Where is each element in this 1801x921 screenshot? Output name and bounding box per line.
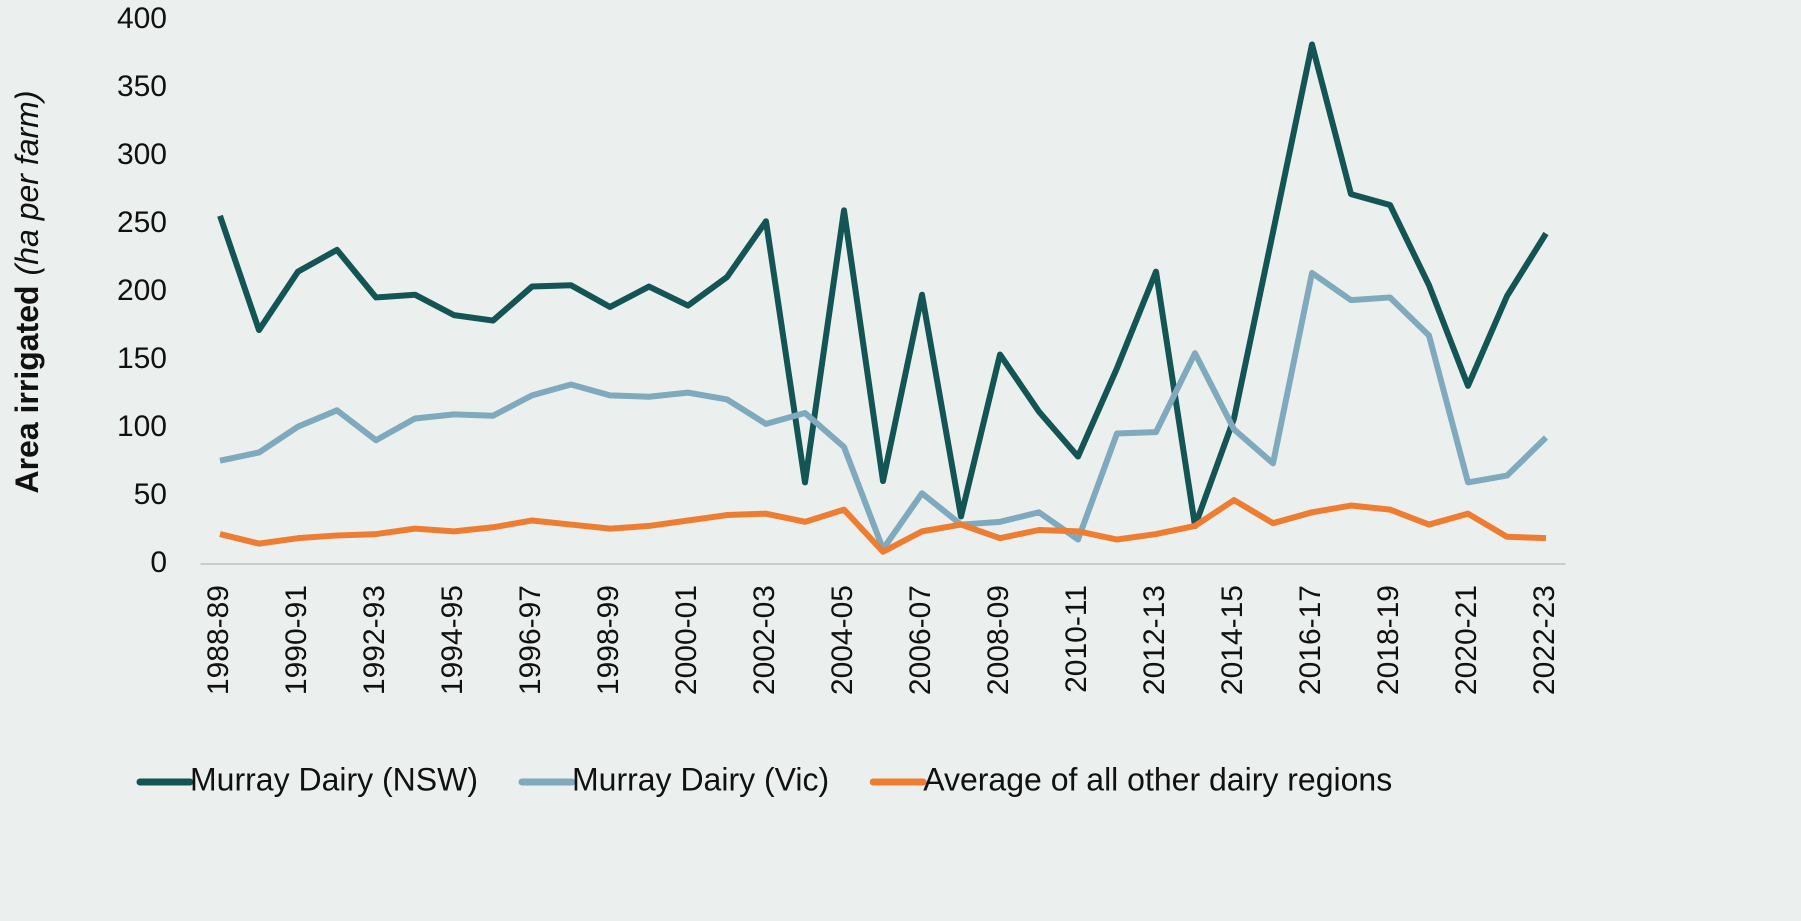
- y-axis-label: Area irrigated (ha per farm): [9, 90, 45, 493]
- y-tick-label: 350: [117, 70, 167, 103]
- y-tick-label: 200: [117, 274, 167, 307]
- x-tick-label: 2002-03: [748, 585, 781, 695]
- legend-label: Average of all other dairy regions: [923, 761, 1392, 797]
- y-tick-label: 250: [117, 206, 167, 239]
- x-tick-label: 1990-91: [280, 585, 313, 695]
- x-tick-label: 2006-07: [904, 585, 937, 695]
- legend-label: Murray Dairy (Vic): [572, 761, 829, 797]
- x-tick-label: 2000-01: [670, 585, 703, 695]
- x-tick-label: 2008-09: [982, 585, 1015, 695]
- x-tick-label: 2018-19: [1372, 585, 1405, 695]
- series-line: [219, 497, 1547, 555]
- x-tick-label: 1988-89: [202, 585, 235, 695]
- y-tick-label: 0: [150, 546, 167, 579]
- x-tick-label: 2010-11: [1060, 585, 1093, 693]
- legend-label: Murray Dairy (NSW): [190, 761, 478, 797]
- x-tick-label: 1994-95: [436, 585, 469, 695]
- x-tick-label: 2014-15: [1216, 585, 1249, 695]
- x-tick-label: 2020-21: [1450, 585, 1483, 695]
- x-tick-label: 2012-13: [1138, 585, 1171, 695]
- x-tick-label: 2004-05: [826, 585, 859, 695]
- y-axis-label-unit: (ha per farm): [9, 90, 45, 275]
- y-tick-label: 300: [117, 138, 167, 171]
- y-axis-label-main: Area irrigated: [9, 285, 45, 493]
- series-line: [217, 41, 1549, 529]
- x-tick-label: 2022-23: [1528, 585, 1561, 695]
- x-tick-label: 1992-93: [358, 585, 391, 695]
- y-tick-label: 50: [134, 478, 167, 511]
- x-tick-label: 1998-99: [592, 585, 625, 695]
- y-tick-label: 150: [117, 342, 167, 375]
- x-tick-label: 1996-97: [514, 585, 547, 695]
- y-tick-label: 100: [117, 410, 167, 443]
- y-tick-label: 400: [117, 2, 167, 35]
- x-tick-label: 2016-17: [1294, 585, 1327, 695]
